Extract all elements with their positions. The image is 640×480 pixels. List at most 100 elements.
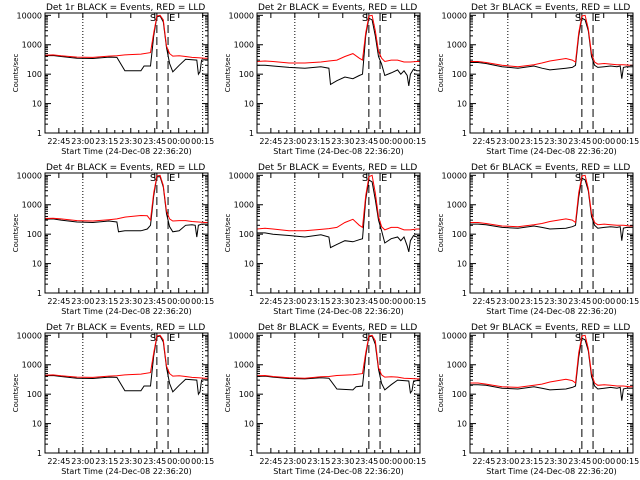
y-tick-label: 10000 — [17, 11, 42, 20]
x-tick-label: 00:00 — [379, 457, 402, 466]
y-tick-label: 10000 — [229, 331, 254, 340]
interval-marker-label: E — [381, 173, 387, 184]
y-tick-label: 10 — [457, 420, 467, 429]
series-line-lld — [256, 14, 420, 64]
series-line-lld — [44, 174, 208, 223]
y-tick-label: 100 — [239, 390, 254, 399]
x-tick-label: 23:00 — [283, 457, 306, 466]
y-axis-label: Counts/sec — [437, 214, 445, 253]
y-tick-label: 10 — [32, 100, 42, 109]
x-tick-label: 23:45 — [143, 137, 166, 146]
x-tick-label: 23:15 — [307, 137, 330, 146]
x-axis-label: Start Time (24-Dec-08 22:36:20) — [61, 147, 192, 156]
x-tick-label: 22:45 — [259, 297, 282, 306]
x-axis-label: Start Time (24-Dec-08 22:36:20) — [61, 467, 192, 476]
x-tick-label: 00:00 — [379, 297, 402, 306]
y-tick-label: 10 — [457, 260, 467, 269]
x-tick-label: 00:15 — [191, 297, 214, 306]
y-tick-label: 1000 — [234, 41, 254, 50]
series-line-events — [470, 337, 633, 401]
series-line-lld — [470, 334, 633, 388]
y-axis-label: Counts/sec — [224, 214, 232, 253]
y-tick-label: 1000 — [22, 41, 42, 50]
x-tick-label: 00:00 — [379, 137, 402, 146]
y-tick-label: 100 — [452, 230, 467, 239]
x-tick-label: 00:15 — [616, 297, 639, 306]
x-tick-label: 00:15 — [403, 137, 426, 146]
y-tick-label: 10000 — [17, 331, 42, 340]
y-tick-label: 10 — [32, 260, 42, 269]
y-tick-label: 1 — [462, 129, 467, 138]
y-tick-label: 100 — [239, 70, 254, 79]
plot-frame — [469, 332, 634, 454]
x-tick-label: 00:00 — [167, 137, 190, 146]
interval-marker-label: E — [169, 333, 175, 344]
interval-marker-label: S — [362, 13, 368, 24]
x-tick-label: 23:15 — [520, 457, 543, 466]
y-tick-label: 1000 — [22, 201, 42, 210]
panel-title: Det 7r BLACK = Events, RED = LLD — [46, 323, 205, 333]
y-tick-label: 1 — [462, 449, 467, 458]
y-tick-label: 100 — [27, 230, 42, 239]
x-tick-label: 22:45 — [47, 297, 70, 306]
series-line-events — [257, 17, 420, 86]
y-tick-label: 1 — [37, 129, 42, 138]
interval-marker-label: S — [575, 13, 581, 24]
x-tick-label: 00:00 — [592, 137, 615, 146]
interval-marker-label: E — [594, 13, 600, 24]
series-line-events — [44, 335, 208, 396]
x-tick-label: 22:45 — [472, 137, 495, 146]
series-line-lld — [44, 334, 208, 379]
panel-title: Det 6r BLACK = Events, RED = LLD — [471, 163, 630, 173]
x-tick-label: 00:15 — [191, 137, 214, 146]
x-tick-label: 23:15 — [95, 457, 118, 466]
y-tick-label: 1000 — [234, 361, 254, 370]
y-tick-label: 1 — [249, 289, 254, 298]
x-tick-label: 22:45 — [472, 297, 495, 306]
plot-frame — [256, 332, 421, 454]
y-tick-label: 1 — [249, 449, 254, 458]
y-tick-label: 10000 — [442, 331, 467, 340]
x-tick-label: 23:15 — [520, 297, 543, 306]
x-tick-label: 00:00 — [167, 457, 190, 466]
y-axis-label: Counts/sec — [224, 374, 232, 413]
x-tick-label: 23:45 — [568, 137, 591, 146]
interval-marker-label: E — [594, 173, 600, 184]
series-line-lld — [470, 174, 633, 228]
x-tick-label: 23:30 — [119, 137, 142, 146]
series-line-lld — [256, 334, 420, 380]
panel-title: Det 1r BLACK = Events, RED = LLD — [46, 3, 205, 13]
x-axis-label: Start Time (24-Dec-08 22:36:20) — [61, 307, 192, 316]
plot-frame — [44, 12, 209, 134]
panel-title: Det 8r BLACK = Events, RED = LLD — [258, 323, 417, 333]
y-axis-label: Counts/sec — [437, 374, 445, 413]
x-axis-label: Start Time (24-Dec-08 22:36:20) — [486, 307, 617, 316]
y-tick-label: 10 — [457, 100, 467, 109]
x-tick-label: 23:30 — [544, 297, 567, 306]
interval-marker-label: S — [362, 173, 368, 184]
y-tick-label: 1000 — [447, 361, 467, 370]
y-axis-label: Counts/sec — [437, 54, 445, 93]
x-tick-label: 00:15 — [616, 137, 639, 146]
series-line-lld — [44, 14, 208, 59]
x-tick-label: 23:15 — [307, 297, 330, 306]
y-axis-label: Counts/sec — [12, 374, 20, 413]
y-tick-label: 10000 — [229, 171, 254, 180]
interval-marker-label: E — [169, 173, 175, 184]
x-tick-label: 00:00 — [592, 457, 615, 466]
y-axis-label: Counts/sec — [224, 54, 232, 93]
x-tick-label: 23:15 — [520, 137, 543, 146]
x-tick-label: 23:30 — [119, 297, 142, 306]
x-tick-label: 23:45 — [355, 137, 378, 146]
y-tick-label: 10 — [244, 260, 254, 269]
panel-title: Det 3r BLACK = Events, RED = LLD — [471, 3, 630, 13]
x-tick-label: 23:45 — [143, 297, 166, 306]
y-tick-label: 10 — [32, 420, 42, 429]
y-tick-label: 1 — [249, 129, 254, 138]
interval-marker-label: E — [169, 13, 175, 24]
plot-frame — [256, 12, 421, 134]
x-tick-label: 23:15 — [95, 137, 118, 146]
y-tick-label: 10 — [244, 100, 254, 109]
